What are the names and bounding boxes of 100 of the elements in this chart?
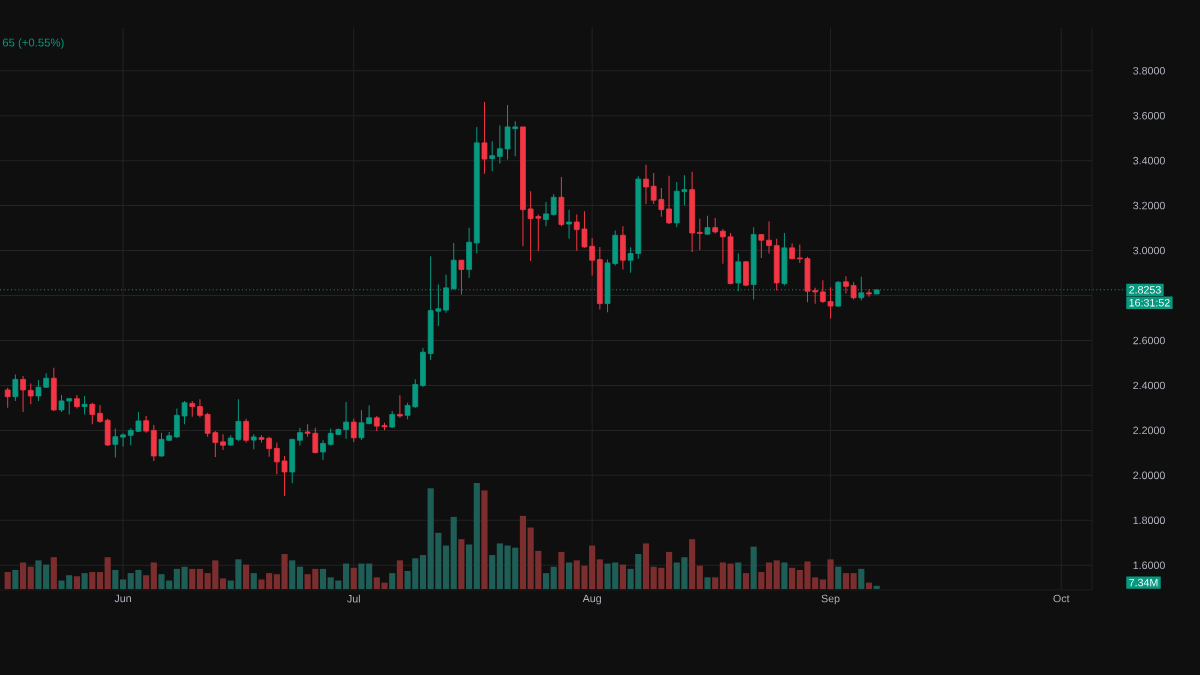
candlestick	[458, 259, 465, 295]
y-tick-label: 1.6000	[1133, 561, 1165, 570]
bar	[104, 557, 111, 589]
candlestick	[320, 439, 326, 461]
bar	[419, 555, 427, 589]
bar	[712, 577, 719, 589]
bar	[350, 567, 357, 589]
y-tick-label: 3.6000	[1133, 111, 1165, 120]
candlestick	[866, 288, 872, 298]
candlestick	[743, 260, 749, 287]
y-tick-label: 1.8000	[1133, 516, 1165, 525]
bar	[458, 539, 465, 589]
bar	[758, 572, 765, 589]
text: 7.34M	[1129, 578, 1158, 587]
bar	[473, 483, 480, 589]
bar	[450, 516, 457, 589]
x-tick-label: Jun	[114, 594, 131, 603]
bar	[642, 543, 650, 589]
bar	[842, 573, 849, 589]
bar	[858, 568, 865, 589]
candlestick	[481, 101, 488, 175]
x-tick-label: Aug	[582, 594, 601, 605]
y-tick-label: 2.6000	[1133, 336, 1165, 345]
bar	[596, 559, 603, 589]
annotation: 65 (+0.55%)	[2, 38, 64, 49]
bar	[4, 572, 11, 589]
candlestick	[197, 398, 203, 419]
x-tick-label: Jul	[347, 594, 360, 603]
candlestick	[27, 382, 34, 405]
candlestick	[97, 404, 103, 424]
y-tick-label: 3.8000	[1133, 66, 1165, 75]
candlestick	[758, 233, 765, 259]
bar	[219, 578, 227, 589]
bar	[396, 560, 403, 589]
bar	[12, 569, 19, 589]
y-tick-label: 3.2000	[1133, 201, 1165, 210]
bar	[773, 560, 780, 589]
candlestick	[243, 418, 249, 444]
x-tick-label: Oct	[1053, 594, 1070, 603]
bar	[542, 573, 550, 589]
bar	[550, 566, 557, 589]
bar	[765, 562, 773, 589]
candlestick	[112, 428, 119, 459]
candlestick	[696, 218, 703, 251]
candlestick	[666, 175, 672, 225]
bar	[196, 568, 204, 589]
bar	[466, 544, 473, 589]
bar	[519, 515, 527, 589]
x-tick-label: Sep	[821, 594, 840, 605]
bar	[50, 557, 57, 589]
bar	[342, 563, 350, 589]
bar	[112, 569, 119, 589]
candlestick	[843, 275, 849, 294]
bar	[243, 564, 250, 589]
candlestick	[566, 209, 572, 240]
bar	[873, 585, 880, 589]
bar	[96, 572, 104, 589]
candlestick	[4, 387, 11, 409]
bar	[850, 573, 857, 589]
bar	[696, 565, 703, 589]
bar	[119, 579, 127, 589]
bar	[73, 576, 80, 589]
bar	[704, 577, 711, 589]
bar	[665, 551, 673, 589]
bar	[27, 566, 34, 589]
bar	[89, 572, 96, 589]
candlestick	[343, 401, 349, 440]
candlestick	[12, 373, 19, 402]
candlestick	[20, 375, 26, 413]
bar	[481, 490, 488, 589]
candlestick	[489, 140, 496, 172]
candlestick	[350, 418, 357, 443]
candlestick	[120, 432, 126, 448]
bar	[389, 573, 396, 589]
bar	[250, 573, 257, 589]
candlestick	[397, 394, 403, 419]
y-tick-label: 2.2000	[1133, 426, 1165, 435]
bar	[865, 582, 873, 589]
bar	[319, 568, 327, 589]
bar	[566, 562, 573, 589]
candlestick	[766, 221, 772, 254]
bar	[789, 567, 796, 589]
candlestick	[543, 201, 549, 227]
bar	[289, 560, 296, 589]
bar	[442, 545, 450, 589]
text: 16:31:52	[1129, 298, 1170, 307]
bar	[296, 566, 303, 589]
ref-line-label: 2.8253	[1129, 286, 1161, 294]
candlestick	[704, 215, 711, 236]
bar	[742, 573, 750, 589]
y-tick-label: 3.0000	[1133, 246, 1165, 255]
bar	[81, 573, 88, 589]
candlestick	[643, 164, 649, 205]
bar	[558, 551, 565, 589]
bar	[835, 566, 842, 589]
y-tick-label: 2.0000	[1133, 471, 1165, 480]
bar	[189, 568, 196, 589]
bar	[689, 539, 696, 589]
bar	[143, 575, 150, 589]
bar	[619, 564, 626, 589]
